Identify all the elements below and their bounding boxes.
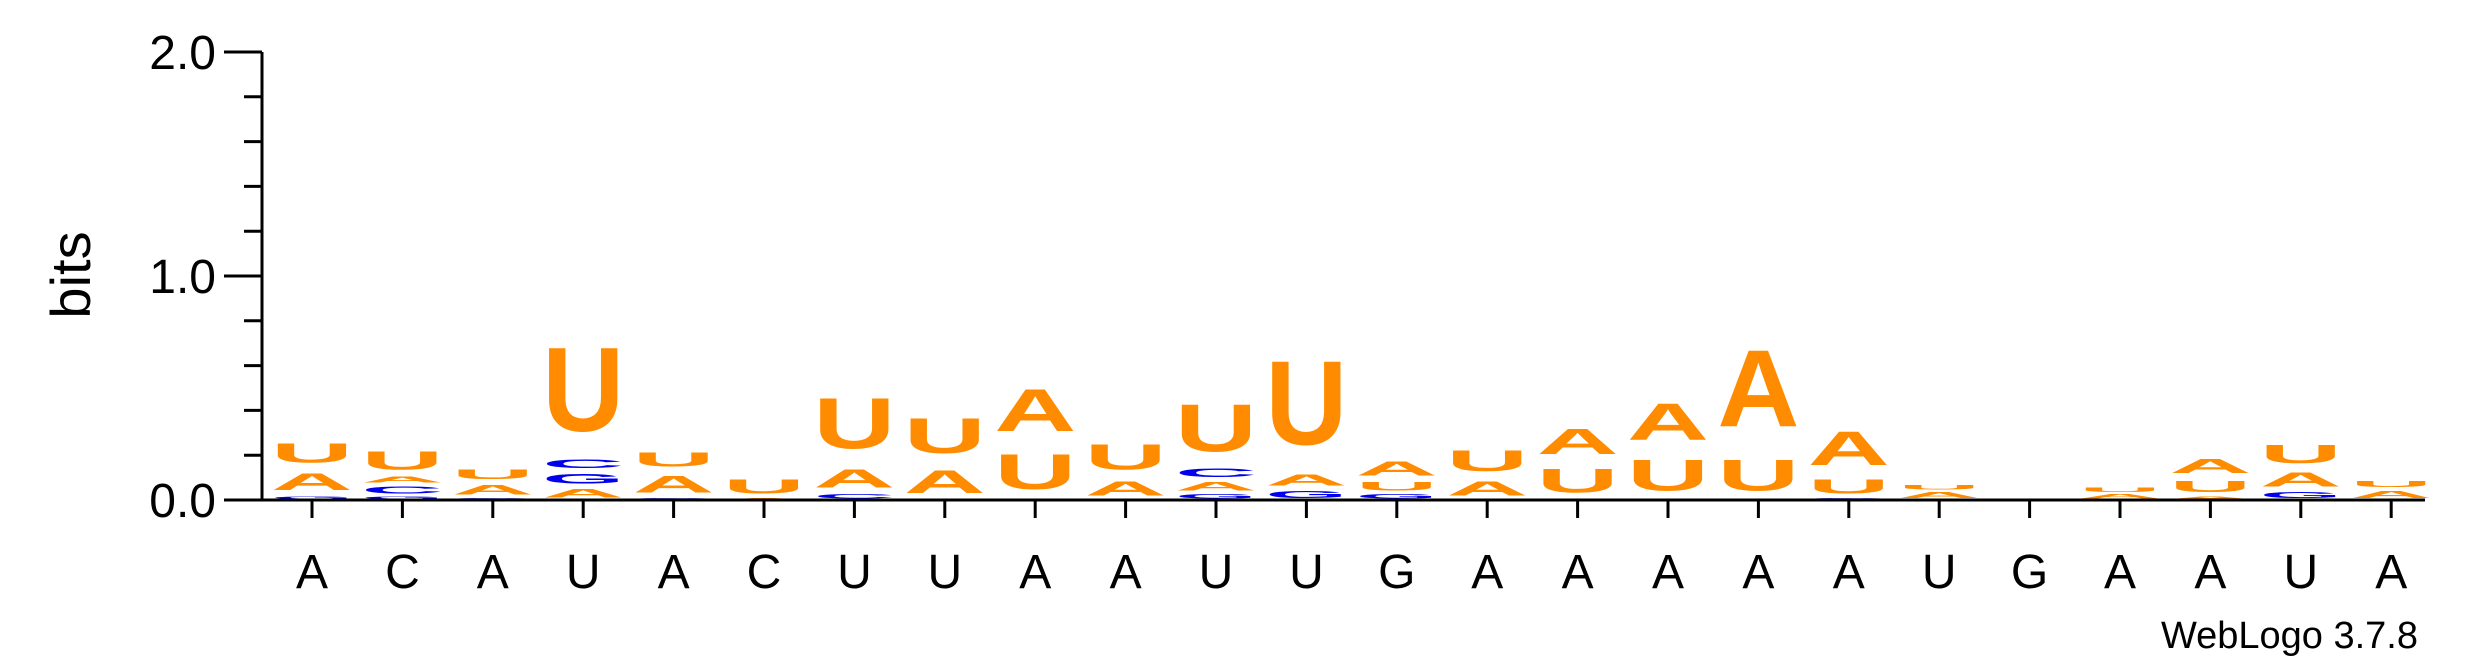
logo-glyph-a: A [2350, 489, 2432, 500]
logo-glyph-u: U [723, 475, 805, 497]
logo-glyph-a: A [2260, 469, 2342, 491]
logo-glyph-u: U [1808, 475, 1890, 497]
logo-glyph-c: C [1175, 466, 1257, 479]
y-tick-label: 0.0 [149, 475, 216, 528]
logo-glyph-a: A [1717, 327, 1799, 450]
logo-glyph-c: C [813, 493, 895, 500]
logo-glyph-a: A [1446, 478, 1528, 500]
logo-glyph-g: G [1356, 493, 1438, 500]
logo-glyph-a: A [361, 475, 443, 484]
logo-glyph-a: A [1898, 491, 1980, 500]
sequence-position-label: A [1562, 546, 1594, 599]
sequence-position-label: U [566, 546, 601, 599]
sequence-position-label: A [1019, 546, 1051, 599]
logo-glyph-u: U [361, 446, 443, 475]
sequence-position-label: U [837, 546, 872, 599]
logo-glyph-a: A [1808, 422, 1890, 475]
logo-glyph-a: A [1627, 392, 1709, 450]
logo-glyph-a: A [633, 471, 715, 498]
logo-glyph-u: U [2260, 440, 2342, 469]
logo-glyph-u: U [2079, 487, 2161, 494]
logo-glyph-a: A [1356, 458, 1438, 480]
logo-glyph-a: A [1085, 478, 1167, 500]
sequence-position-label: U [1922, 546, 1957, 599]
logo-glyph-c: C [361, 484, 443, 495]
logo-glyph-u: U [542, 322, 624, 457]
y-tick-label: 1.0 [149, 251, 216, 304]
logo-glyph-u: U [452, 467, 534, 483]
logo-glyph-a: A [1537, 422, 1619, 462]
sequence-position-label: A [2194, 546, 2226, 599]
logo-glyph-u: U [904, 408, 986, 464]
weblogo-credit: WebLogo 3.7.8 [2161, 615, 2418, 657]
logo-glyph-g: G [271, 495, 353, 500]
sequence-position-label: A [2104, 546, 2136, 599]
logo-glyph-u: U [2169, 478, 2251, 496]
sequence-position-label: A [1471, 546, 1503, 599]
logo-glyph-g: G [361, 495, 443, 500]
logo-glyph-u: U [1627, 451, 1709, 500]
logo-glyph-u: U [1175, 390, 1257, 466]
logo-glyph-a: A [2079, 493, 2161, 500]
logo-glyph-a: A [1265, 471, 1347, 489]
sequence-position-label: A [1742, 546, 1774, 599]
sequence-position-label: U [1199, 546, 1234, 599]
logo-glyph-a: A [2169, 455, 2251, 477]
sequence-position-label: G [1378, 546, 1415, 599]
logo-glyph-a: A [2169, 496, 2251, 500]
sequence-position-label: C [747, 546, 782, 599]
sequence-position-label: A [658, 546, 690, 599]
y-axis-label: bits [39, 231, 102, 318]
sequence-position-label: U [1289, 546, 1324, 599]
y-tick-label: 2.0 [149, 27, 216, 80]
logo-glyph-u: U [813, 384, 895, 464]
logo-glyph-u: U [1537, 462, 1619, 500]
logo-glyph-u: U [1085, 437, 1167, 477]
sequence-position-label: A [1652, 546, 1684, 599]
logo-glyph-u: U [1356, 480, 1438, 493]
logo-glyph-g: G [2260, 491, 2342, 500]
sequence-position-label: A [477, 546, 509, 599]
sequence-position-label: A [1110, 546, 1142, 599]
axis-layer: 0.01.02.0A C A U A C U U A A U U G A A A A A U G A A U A [149, 27, 2425, 599]
logo-glyph-g: G [542, 471, 624, 487]
logo-glyph-u: U [1717, 451, 1799, 500]
glyph-layer: GAUGCAUGAUAGCUGAUAUCAUAUUAAUGACUGAUGUAAU… [271, 322, 2432, 500]
logo-glyph-g: G [1175, 493, 1257, 500]
sequence-position-label: A [1833, 546, 1865, 599]
sequence-position-label: A [2375, 546, 2407, 599]
logo-glyph-a: A [271, 469, 353, 496]
logo-glyph-a: A [1175, 480, 1257, 493]
logo-glyph-u: U [2350, 480, 2432, 489]
logo-glyph-a: A [452, 482, 534, 498]
logo-glyph-g: G [1265, 489, 1347, 500]
logo-glyph-a: A [813, 464, 895, 493]
sequence-position-label: A [296, 546, 328, 599]
logo-glyph-a: A [542, 487, 624, 500]
logo-glyph-u: U [1265, 336, 1347, 471]
sequence-position-label: C [385, 546, 420, 599]
sequence-position-label: G [2011, 546, 2048, 599]
logo-glyph-u: U [271, 437, 353, 468]
logo-glyph-u: U [633, 449, 715, 471]
logo-glyph-a: A [994, 377, 1076, 444]
sequence-position-label: U [2283, 546, 2318, 599]
logo-glyph-u: U [994, 444, 1076, 500]
logo-glyph-a: A [904, 464, 986, 500]
logo-glyph-u: U [1898, 484, 1980, 491]
sequence-position-label: U [927, 546, 962, 599]
logo-glyph-u: U [1446, 444, 1528, 478]
logo-glyph-c: C [542, 458, 624, 471]
